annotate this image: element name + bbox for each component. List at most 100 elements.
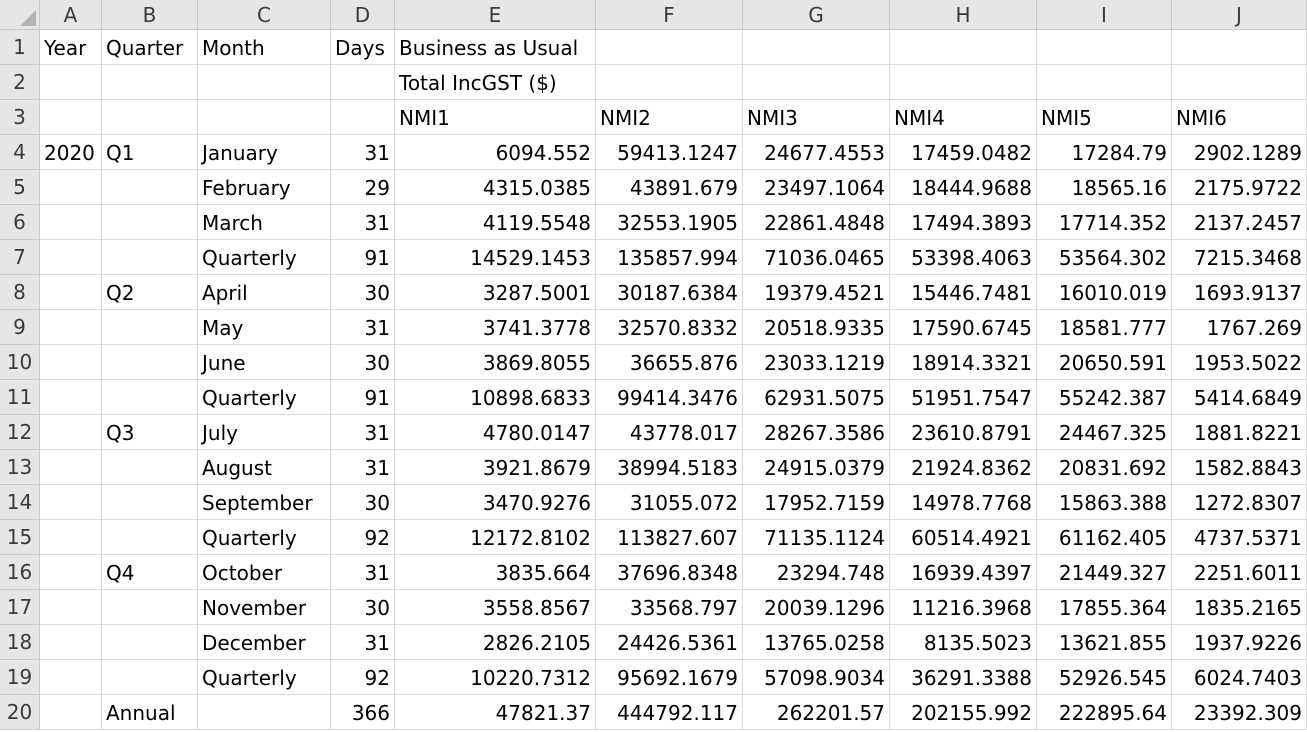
row-header-5[interactable]: 5 xyxy=(0,170,40,205)
row-header-11[interactable]: 11 xyxy=(0,380,40,415)
row-header-13[interactable]: 13 xyxy=(0,450,40,485)
cell-i10[interactable]: 20650.591 xyxy=(1037,345,1172,380)
cell-b1[interactable]: Quarter xyxy=(102,30,198,65)
cell-c3[interactable] xyxy=(198,100,331,135)
cell-b19[interactable] xyxy=(102,660,198,695)
cell-j14[interactable]: 1272.8307 xyxy=(1172,485,1307,520)
row-header-2[interactable]: 2 xyxy=(0,65,40,100)
row-header-14[interactable]: 14 xyxy=(0,485,40,520)
cell-i6[interactable]: 17714.352 xyxy=(1037,205,1172,240)
cell-d7[interactable]: 91 xyxy=(331,240,395,275)
cell-c6[interactable]: March xyxy=(198,205,331,240)
cell-j4[interactable]: 2902.1289 xyxy=(1172,135,1307,170)
cell-i2[interactable] xyxy=(1037,65,1172,100)
cell-i20[interactable]: 222895.64 xyxy=(1037,695,1172,730)
column-header-f[interactable]: F xyxy=(596,0,743,30)
cell-i12[interactable]: 24467.325 xyxy=(1037,415,1172,450)
cell-h7[interactable]: 53398.4063 xyxy=(890,240,1037,275)
cell-i19[interactable]: 52926.545 xyxy=(1037,660,1172,695)
cell-h3[interactable]: NMI4 xyxy=(890,100,1037,135)
cell-j20[interactable]: 23392.309 xyxy=(1172,695,1307,730)
cell-h9[interactable]: 17590.6745 xyxy=(890,310,1037,345)
cell-h16[interactable]: 16939.4397 xyxy=(890,555,1037,590)
cell-a6[interactable] xyxy=(40,205,102,240)
cell-h12[interactable]: 23610.8791 xyxy=(890,415,1037,450)
cell-b17[interactable] xyxy=(102,590,198,625)
cell-i5[interactable]: 18565.16 xyxy=(1037,170,1172,205)
cell-g5[interactable]: 23497.1064 xyxy=(743,170,890,205)
cell-e16[interactable]: 3835.664 xyxy=(395,555,596,590)
cell-g6[interactable]: 22861.4848 xyxy=(743,205,890,240)
cell-b15[interactable] xyxy=(102,520,198,555)
cell-f10[interactable]: 36655.876 xyxy=(596,345,743,380)
cell-i11[interactable]: 55242.387 xyxy=(1037,380,1172,415)
cell-d2[interactable] xyxy=(331,65,395,100)
cell-f16[interactable]: 37696.8348 xyxy=(596,555,743,590)
cell-c13[interactable]: August xyxy=(198,450,331,485)
cell-h15[interactable]: 60514.4921 xyxy=(890,520,1037,555)
cell-b3[interactable] xyxy=(102,100,198,135)
cell-i13[interactable]: 20831.692 xyxy=(1037,450,1172,485)
cell-j11[interactable]: 5414.6849 xyxy=(1172,380,1307,415)
cell-e6[interactable]: 4119.5548 xyxy=(395,205,596,240)
cell-b10[interactable] xyxy=(102,345,198,380)
cell-i4[interactable]: 17284.79 xyxy=(1037,135,1172,170)
cell-f6[interactable]: 32553.1905 xyxy=(596,205,743,240)
cell-f18[interactable]: 24426.5361 xyxy=(596,625,743,660)
cell-f9[interactable]: 32570.8332 xyxy=(596,310,743,345)
cell-d10[interactable]: 30 xyxy=(331,345,395,380)
cell-g3[interactable]: NMI3 xyxy=(743,100,890,135)
cell-h14[interactable]: 14978.7768 xyxy=(890,485,1037,520)
cell-g1[interactable] xyxy=(743,30,890,65)
row-header-19[interactable]: 19 xyxy=(0,660,40,695)
cell-g9[interactable]: 20518.9335 xyxy=(743,310,890,345)
row-header-17[interactable]: 17 xyxy=(0,590,40,625)
cell-h18[interactable]: 8135.5023 xyxy=(890,625,1037,660)
row-header-15[interactable]: 15 xyxy=(0,520,40,555)
cell-e3[interactable]: NMI1 xyxy=(395,100,596,135)
cell-c18[interactable]: December xyxy=(198,625,331,660)
cell-c20[interactable] xyxy=(198,695,331,730)
column-header-c[interactable]: C xyxy=(198,0,331,30)
cell-g11[interactable]: 62931.5075 xyxy=(743,380,890,415)
cell-f1[interactable] xyxy=(596,30,743,65)
cell-d8[interactable]: 30 xyxy=(331,275,395,310)
row-header-1[interactable]: 1 xyxy=(0,30,40,65)
cell-c4[interactable]: January xyxy=(198,135,331,170)
cell-f15[interactable]: 113827.607 xyxy=(596,520,743,555)
cell-g20[interactable]: 262201.57 xyxy=(743,695,890,730)
row-header-10[interactable]: 10 xyxy=(0,345,40,380)
cell-e1[interactable]: Business as Usual xyxy=(395,30,596,65)
row-header-3[interactable]: 3 xyxy=(0,100,40,135)
cell-b7[interactable] xyxy=(102,240,198,275)
cell-d11[interactable]: 91 xyxy=(331,380,395,415)
cell-b6[interactable] xyxy=(102,205,198,240)
cell-e14[interactable]: 3470.9276 xyxy=(395,485,596,520)
cell-a4[interactable]: 2020 xyxy=(40,135,102,170)
cell-h4[interactable]: 17459.0482 xyxy=(890,135,1037,170)
cell-h20[interactable]: 202155.992 xyxy=(890,695,1037,730)
cell-e8[interactable]: 3287.5001 xyxy=(395,275,596,310)
cell-i16[interactable]: 21449.327 xyxy=(1037,555,1172,590)
cell-b14[interactable] xyxy=(102,485,198,520)
cell-d16[interactable]: 31 xyxy=(331,555,395,590)
cell-a1[interactable]: Year xyxy=(40,30,102,65)
column-header-g[interactable]: G xyxy=(743,0,890,30)
cell-f19[interactable]: 95692.1679 xyxy=(596,660,743,695)
cell-c2[interactable] xyxy=(198,65,331,100)
cell-h13[interactable]: 21924.8362 xyxy=(890,450,1037,485)
cell-d3[interactable] xyxy=(331,100,395,135)
column-header-e[interactable]: E xyxy=(395,0,596,30)
column-header-b[interactable]: B xyxy=(102,0,198,30)
cell-a11[interactable] xyxy=(40,380,102,415)
cell-j9[interactable]: 1767.269 xyxy=(1172,310,1307,345)
cell-f13[interactable]: 38994.5183 xyxy=(596,450,743,485)
cell-a17[interactable] xyxy=(40,590,102,625)
row-header-9[interactable]: 9 xyxy=(0,310,40,345)
row-header-18[interactable]: 18 xyxy=(0,625,40,660)
cell-c5[interactable]: February xyxy=(198,170,331,205)
cell-a9[interactable] xyxy=(40,310,102,345)
cell-f8[interactable]: 30187.6384 xyxy=(596,275,743,310)
row-header-12[interactable]: 12 xyxy=(0,415,40,450)
